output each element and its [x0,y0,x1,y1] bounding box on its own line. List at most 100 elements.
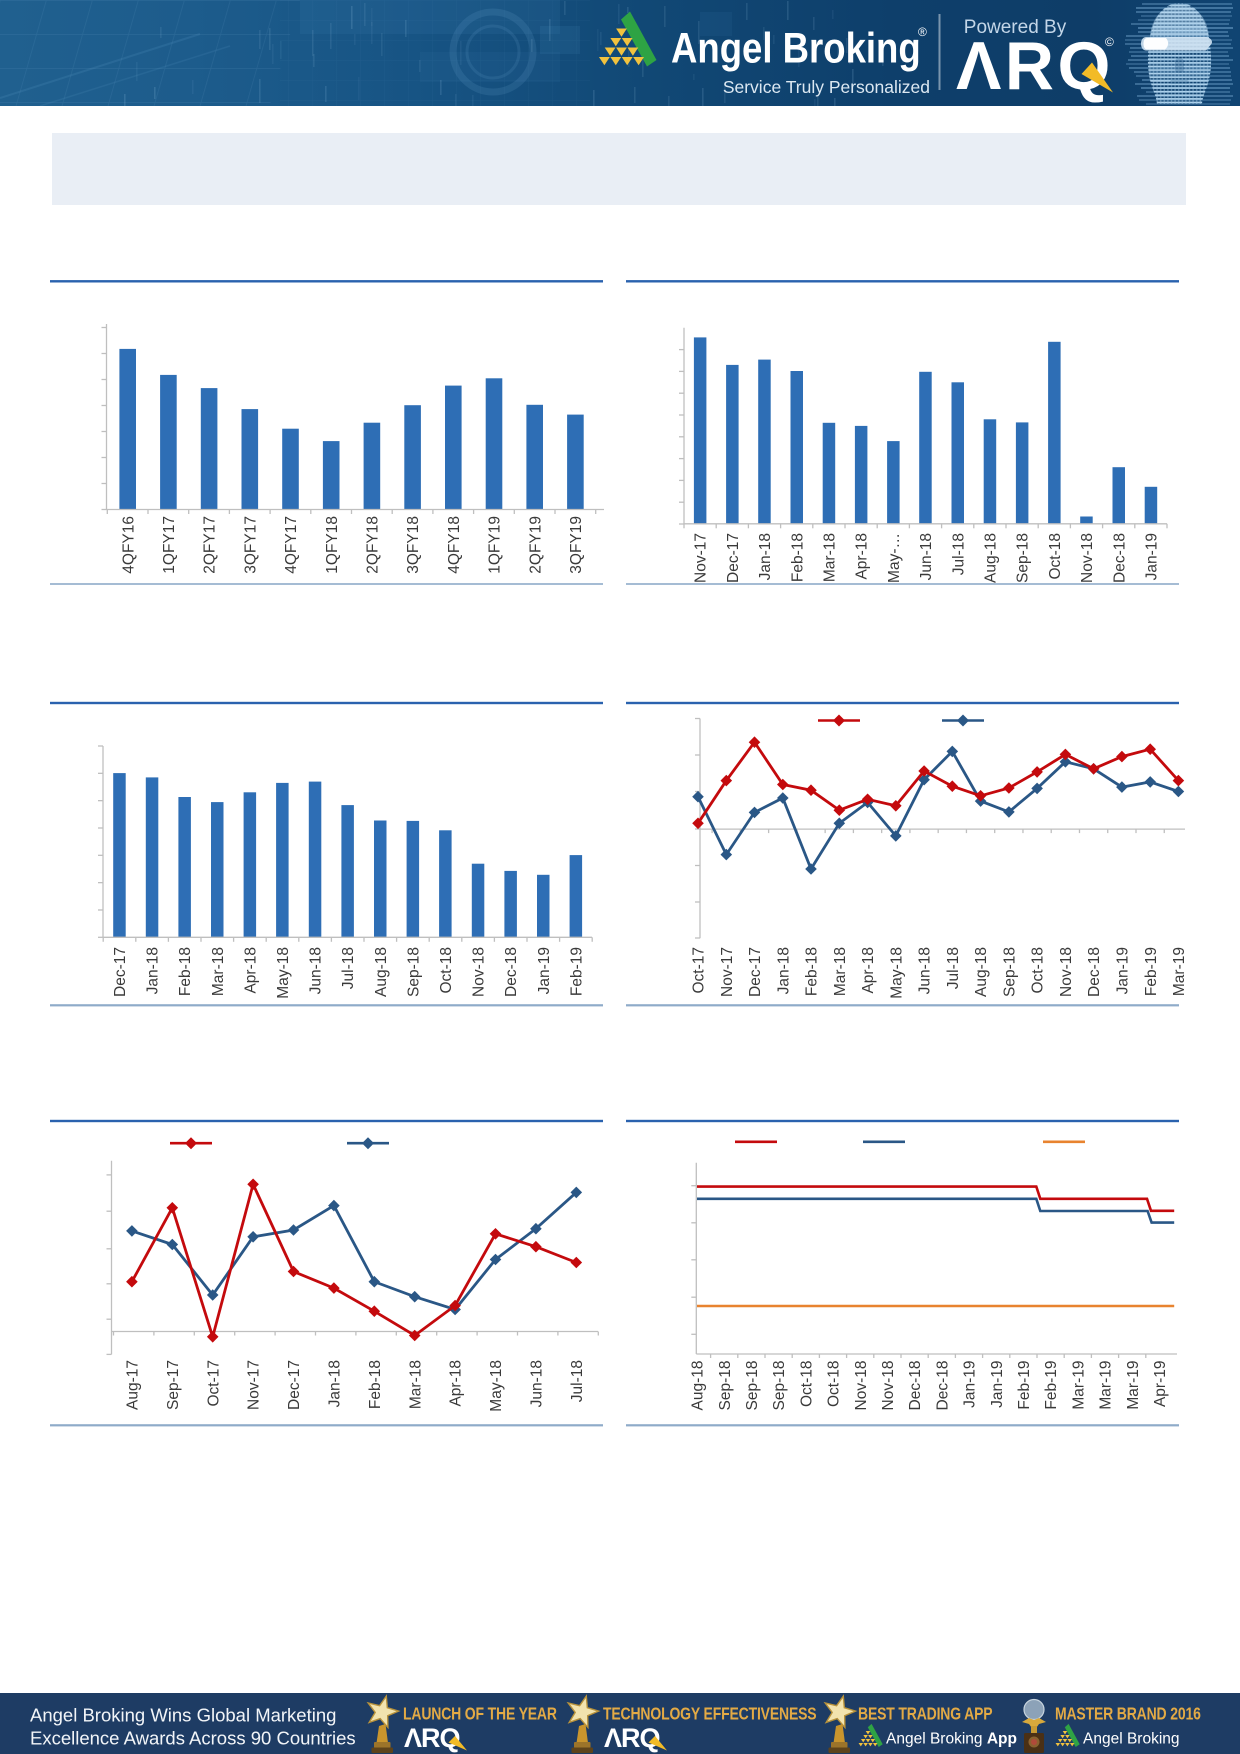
svg-text:3QFY19: 3QFY19 [568,516,585,574]
svg-text:May-18: May-18 [488,1360,505,1412]
svg-text:LAUNCH OF THE YEAR: LAUNCH OF THE YEAR [403,1705,557,1724]
svg-text:Dec-17: Dec-17 [112,947,129,997]
svg-text:Mar-18: Mar-18 [210,947,227,996]
svg-text:Service Truly Personalized: Service Truly Personalized [723,77,930,97]
svg-text:Sep-18: Sep-18 [405,947,422,997]
svg-text:Nov-18: Nov-18 [880,1361,897,1411]
svg-text:Nov-17: Nov-17 [719,947,736,997]
svg-text:®: ® [918,25,927,39]
svg-text:Apr-19: Apr-19 [1152,1361,1169,1408]
svg-text:Nov-18: Nov-18 [1058,947,1075,997]
svg-text:BEST TRADING APP: BEST TRADING APP [858,1705,993,1724]
svg-text:Dec-17: Dec-17 [725,533,742,583]
svg-text:Apr-18: Apr-18 [860,947,877,994]
svg-text:Feb-18: Feb-18 [177,947,194,996]
svg-text:Dec-18: Dec-18 [1086,947,1103,997]
svg-text:Dec-18: Dec-18 [1111,533,1128,583]
svg-text:Jan-19: Jan-19 [536,947,553,994]
svg-text:Mar-19: Mar-19 [1098,1361,1115,1410]
svg-text:Jan-19: Jan-19 [989,1361,1006,1408]
svg-text:Nov-18: Nov-18 [853,1361,870,1411]
svg-text:MASTER BRAND 2016: MASTER BRAND 2016 [1055,1705,1201,1724]
svg-text:3QFY17: 3QFY17 [242,516,259,574]
svg-text:Jan-18: Jan-18 [145,947,162,994]
svg-text:3QFY18: 3QFY18 [405,516,422,574]
svg-text:Sep-18: Sep-18 [771,1361,788,1411]
svg-text:Nov-18: Nov-18 [471,947,488,997]
svg-text:Jun-18: Jun-18 [529,1360,546,1407]
svg-text:Oct-18: Oct-18 [1030,947,1047,994]
svg-text:Aug-18: Aug-18 [690,1361,707,1411]
svg-text:Sep-18: Sep-18 [717,1361,734,1411]
svg-text:May-18: May-18 [275,947,292,999]
svg-text:Jan-19: Jan-19 [1115,947,1132,994]
svg-text:Oct-18: Oct-18 [438,947,455,994]
svg-text:Oct-17: Oct-17 [691,947,708,994]
svg-text:Jul-18: Jul-18 [569,1360,586,1402]
svg-text:Feb-18: Feb-18 [367,1360,384,1409]
svg-text:Aug-18: Aug-18 [983,533,1000,583]
svg-text:Jul-18: Jul-18 [945,947,962,989]
svg-text:Sep-18: Sep-18 [1002,947,1019,997]
svg-text:Mar-19: Mar-19 [1125,1361,1142,1410]
svg-text:Nov-17: Nov-17 [693,533,710,583]
svg-text:Dec-18: Dec-18 [934,1361,951,1411]
svg-text:2QFY18: 2QFY18 [365,516,382,574]
svg-text:Oct-17: Oct-17 [205,1360,222,1407]
svg-text:ΛRQ: ΛRQ [956,28,1114,104]
svg-text:May-18: May-18 [888,947,905,999]
svg-text:Oct-18: Oct-18 [1047,533,1064,580]
svg-text:Jul-18: Jul-18 [340,947,357,989]
svg-text:Oct-18: Oct-18 [826,1361,843,1408]
svg-text:Mar-18: Mar-18 [832,947,849,996]
svg-text:1QFY18: 1QFY18 [324,516,341,574]
svg-text:Apr-18: Apr-18 [242,947,259,994]
svg-text:Aug-18: Aug-18 [373,947,390,997]
svg-text:2QFY17: 2QFY17 [202,516,219,574]
svg-text:Oct-18: Oct-18 [798,1361,815,1408]
svg-text:©: © [1105,35,1114,49]
svg-text:Feb-18: Feb-18 [789,533,806,582]
svg-text:Nov-17: Nov-17 [246,1360,263,1410]
svg-text:Feb-18: Feb-18 [804,947,821,996]
svg-text:Angel Broking Wins Global Mark: Angel Broking Wins Global Marketing [30,1705,336,1726]
svg-text:Sep-18: Sep-18 [744,1361,761,1411]
svg-text:Dec-17: Dec-17 [747,947,764,997]
svg-text:Aug-17: Aug-17 [125,1360,142,1410]
svg-text:Sep-17: Sep-17 [165,1360,182,1410]
svg-text:Jun-18: Jun-18 [917,947,934,994]
svg-text:Jan-18: Jan-18 [775,947,792,994]
svg-text:Aug-18: Aug-18 [973,947,990,997]
svg-text:Jul-18: Jul-18 [950,533,967,575]
svg-text:ΛRQ: ΛRQ [404,1723,460,1753]
svg-text:4QFY16: 4QFY16 [120,516,137,574]
svg-text:Angel Broking: Angel Broking [1083,1731,1180,1748]
svg-text:Mar-18: Mar-18 [407,1360,424,1409]
svg-text:Jan-19: Jan-19 [962,1361,979,1408]
svg-text:1QFY17: 1QFY17 [161,516,178,574]
svg-text:Jan-18: Jan-18 [757,533,774,580]
svg-text:Jun-18: Jun-18 [918,533,935,580]
svg-text:Angel Broking: Angel Broking [671,25,921,72]
svg-text:Angel Broking App: Angel Broking App [886,1731,1017,1748]
svg-text:Apr-18: Apr-18 [854,533,871,580]
svg-text:Feb-19: Feb-19 [1043,1361,1060,1410]
svg-text:May-…: May-… [886,533,903,583]
svg-text:Dec-18: Dec-18 [503,947,520,997]
svg-text:Jun-18: Jun-18 [308,947,325,994]
svg-text:Mar-19: Mar-19 [1171,947,1188,996]
svg-text:Mar-18: Mar-18 [822,533,839,582]
svg-text:ΛRQ: ΛRQ [604,1723,660,1753]
svg-text:Nov-18: Nov-18 [1079,533,1096,583]
svg-text:4QFY18: 4QFY18 [446,516,463,574]
svg-text:Apr-18: Apr-18 [448,1360,465,1407]
svg-text:Dec-17: Dec-17 [286,1360,303,1410]
svg-text:Dec-18: Dec-18 [907,1361,924,1411]
svg-text:Sep-18: Sep-18 [1015,533,1032,583]
svg-text:Jan-18: Jan-18 [327,1360,344,1407]
svg-text:1QFY19: 1QFY19 [487,516,504,574]
svg-text:Jan-19: Jan-19 [1144,533,1161,580]
svg-text:Feb-19: Feb-19 [1016,1361,1033,1410]
svg-text:4QFY17: 4QFY17 [283,516,300,574]
svg-text:TECHNOLOGY EFFECTIVENESS: TECHNOLOGY EFFECTIVENESS [603,1705,816,1724]
